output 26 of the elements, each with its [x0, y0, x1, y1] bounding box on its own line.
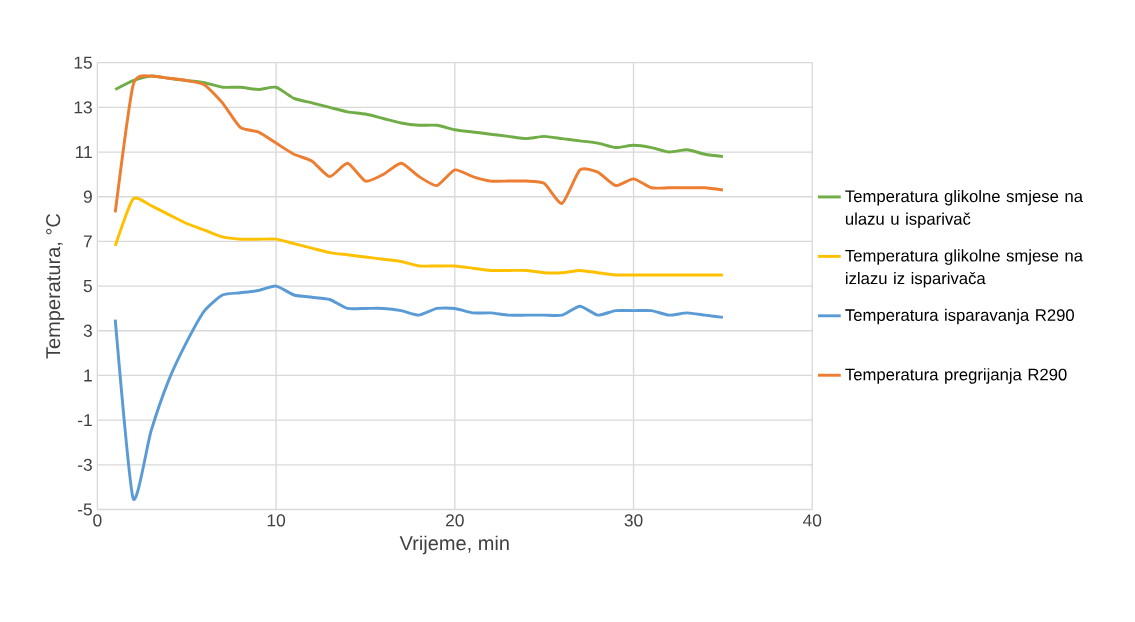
- x-tick-label: 10: [267, 514, 286, 527]
- x-tick-label: 20: [446, 514, 464, 527]
- line-series: [113, 74, 725, 159]
- legend-label: Temperatura isparavanja R290: [845, 308, 1074, 325]
- y-tick-label: 11: [75, 146, 92, 159]
- y-tick-label: 1: [84, 369, 92, 382]
- legend-label: Temperatura glikolne smjese na ulazu u isparivač: [845, 190, 1083, 229]
- x-tick-label: 40: [803, 514, 822, 527]
- x-tick-label: 30: [624, 514, 643, 527]
- y-tick-label: 13: [74, 101, 92, 114]
- x-axis-title: Vrijeme, min: [399, 535, 509, 555]
- legend-label: Temperatura glikolne smjese na izlazu iz isparivača: [845, 249, 1083, 288]
- y-tick-label: -3: [78, 458, 92, 472]
- line-series: [113, 284, 725, 501]
- y-axis-title: Temperatura, °C: [46, 214, 65, 359]
- line-series: [113, 197, 725, 277]
- x-tick-label: 0: [93, 514, 102, 527]
- y-tick-label: 3: [83, 324, 92, 338]
- y-tick-label: -5: [78, 503, 92, 516]
- y-tick-label: 9: [83, 190, 92, 204]
- line-series: [113, 74, 725, 215]
- legend-label: Temperatura pregrijanja R290: [845, 368, 1067, 384]
- y-tick-label: 7: [83, 235, 92, 248]
- y-tick-label: 5: [83, 280, 92, 293]
- y-tick-label: -1: [78, 414, 92, 427]
- y-tick-label: 15: [74, 56, 92, 69]
